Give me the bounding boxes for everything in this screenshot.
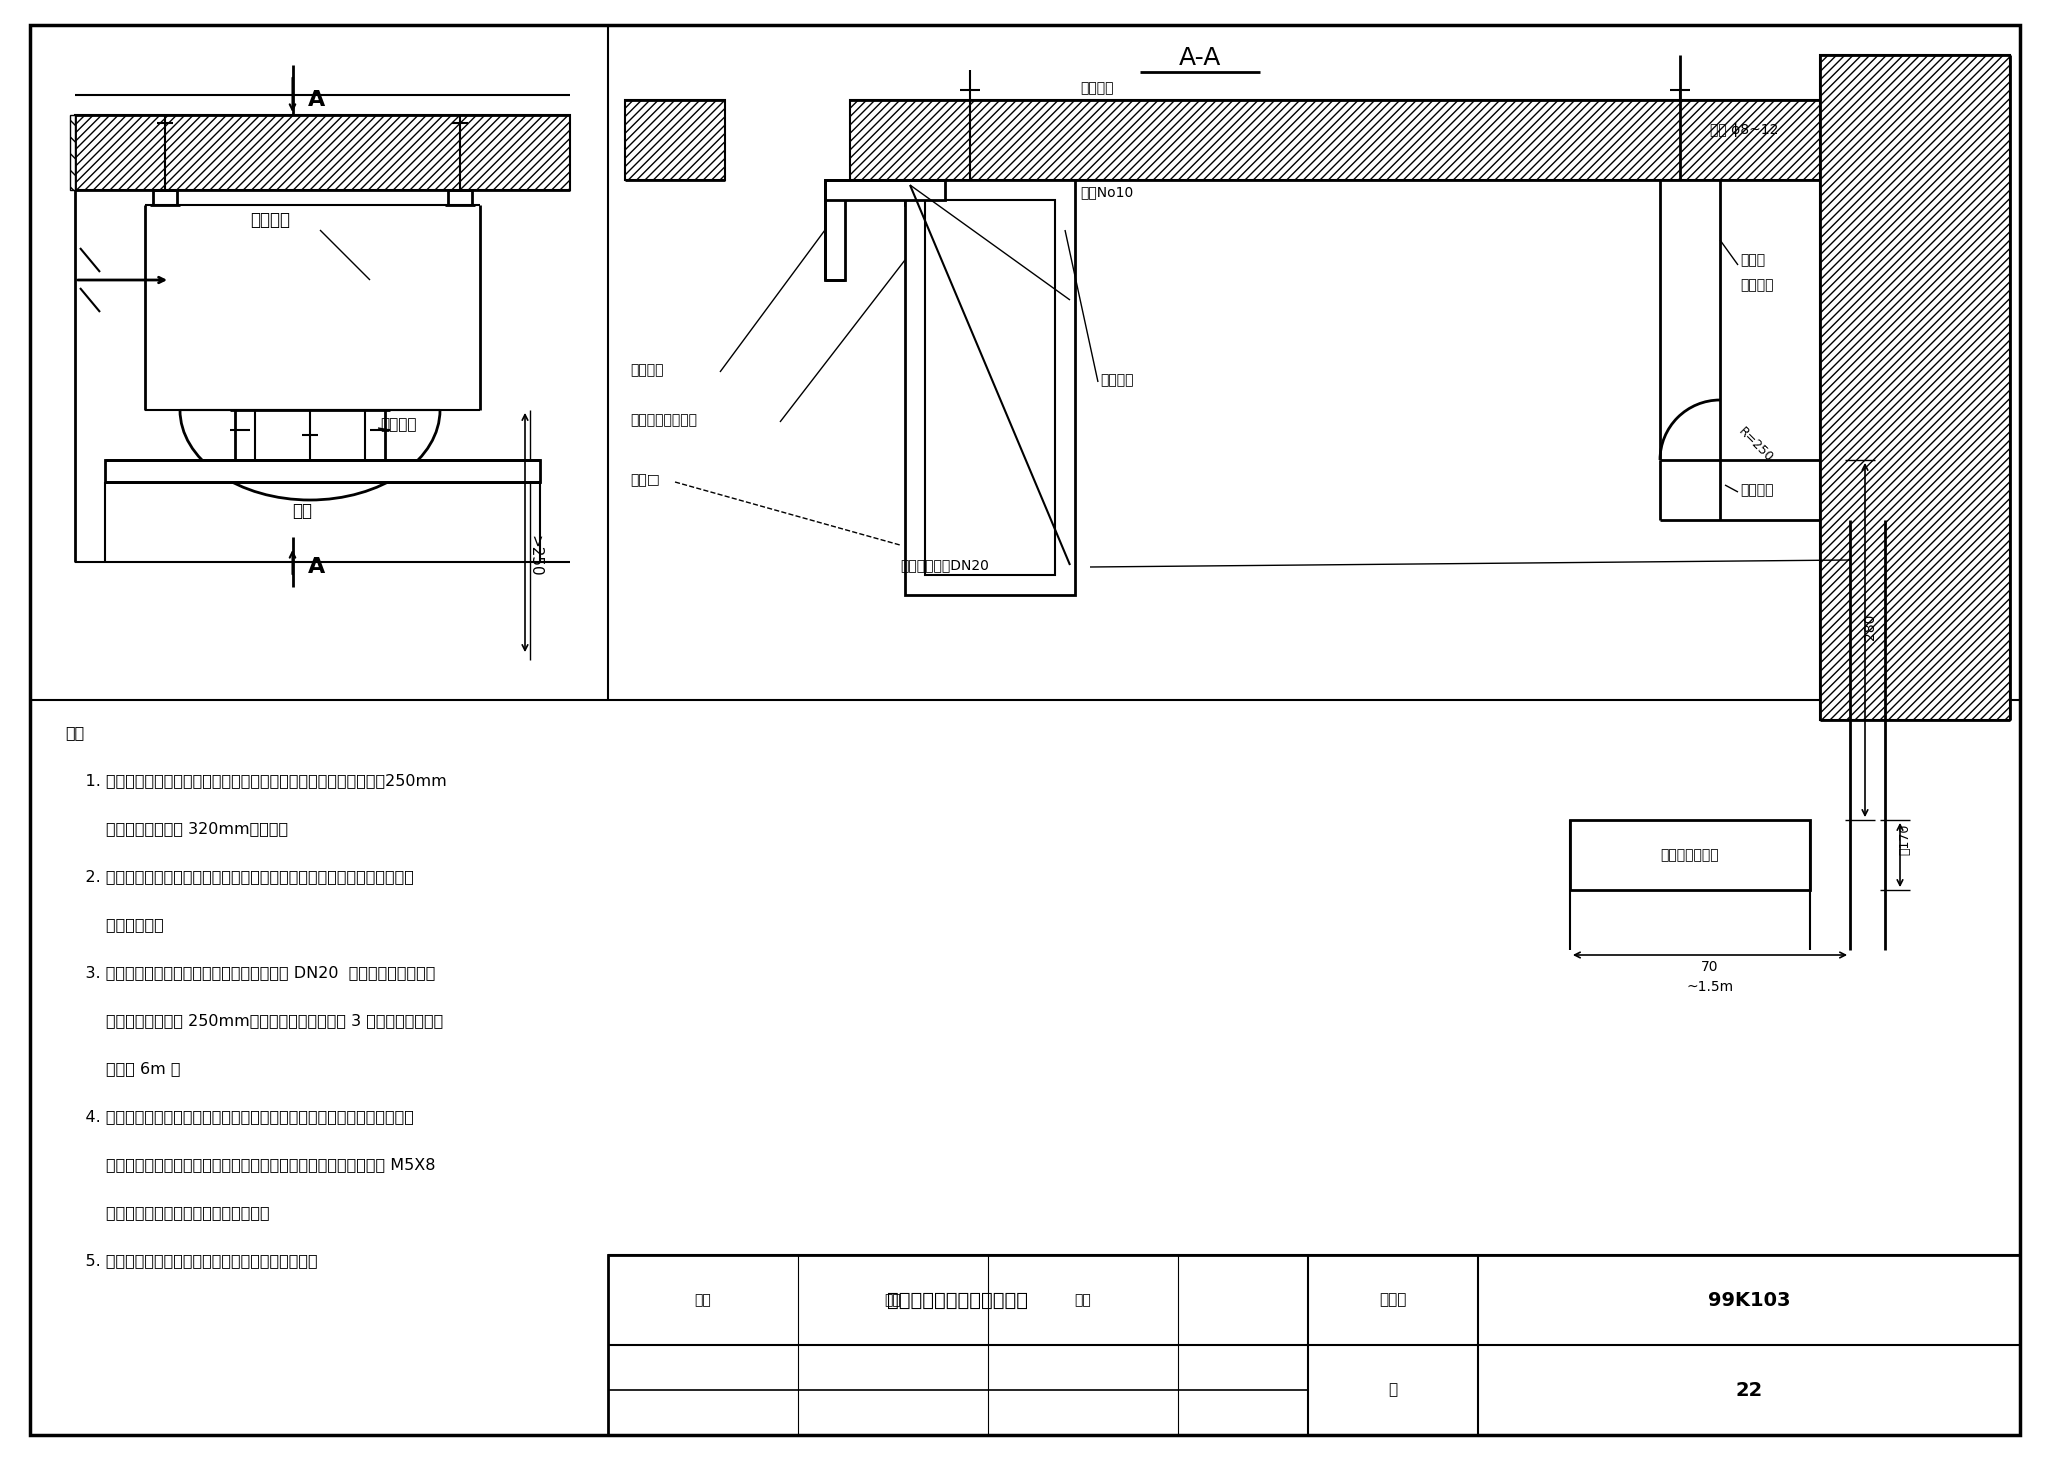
Text: A: A (307, 90, 326, 109)
Text: 审核: 审核 (694, 1292, 711, 1307)
Text: 排烟风管: 排烟风管 (250, 211, 291, 229)
Text: 远距离控制装置: 远距离控制装置 (1661, 848, 1720, 863)
Text: 密封垫: 密封垫 (1741, 254, 1765, 267)
Text: 1. 排烟口在吊顶安装时，排烟管道安装底标高距吊顶面的尺寸应大于250mm: 1. 排烟口在吊顶安装时，排烟管道安装底标高距吊顶面的尺寸应大于250mm (66, 774, 446, 788)
Bar (905, 181, 1075, 594)
Text: 4. 排烟口的安装，首先将排烟口安装用的内法兰安装在短管内，定好位后用: 4. 排烟口的安装，首先将排烟口安装用的内法兰安装在短管内，定好位后用 (66, 1109, 414, 1123)
Bar (608, 1254, 2019, 1435)
Text: 不大于 6m 。: 不大于 6m 。 (66, 1061, 180, 1077)
Text: 吊顶: 吊顶 (293, 503, 313, 520)
Bar (905, 181, 1034, 205)
Text: 排烟口在吊顶上安装示意图: 排烟口在吊顶上安装示意图 (887, 1291, 1028, 1310)
Text: 胀锚螺栓: 胀锚螺栓 (1079, 82, 1114, 95)
Bar (104, 460, 541, 482)
Text: 安装排烟口内法兰: 安装排烟口内法兰 (631, 412, 696, 427)
Text: 70: 70 (1702, 960, 1718, 973)
Text: 3. 排烟口操作装置的电气接线及控制缆绳采用 DN20  套管，控制缆绳套管: 3. 排烟口操作装置的电气接线及控制缆绳采用 DN20 套管，控制缆绳套管 (66, 965, 436, 981)
Text: 设计: 设计 (1075, 1292, 1092, 1307)
Text: A-A: A-A (1180, 47, 1221, 70)
Text: ~1.5m: ~1.5m (1686, 981, 1733, 994)
Text: 槽钢No10: 槽钢No10 (1079, 185, 1133, 200)
Text: 图集号: 图集号 (1378, 1292, 1407, 1307)
Text: R=250: R=250 (1735, 425, 1776, 465)
Text: 铆钉固定，然后将排烟口装入短管内，用螺栓和螺帽固定，也可用 M5X8: 铆钉固定，然后将排烟口装入短管内，用螺栓和螺帽固定，也可用 M5X8 (66, 1157, 436, 1171)
Text: 固定螺栓: 固定螺栓 (381, 418, 416, 433)
Text: 金属保护套管DN20: 金属保护套管DN20 (899, 558, 989, 573)
Text: A: A (307, 557, 326, 577)
Text: （多叶排烟口大于 320mm）以上。: （多叶排烟口大于 320mm）以上。 (66, 820, 289, 836)
Text: 280: 280 (1864, 613, 1878, 640)
Text: 钢丝绳管: 钢丝绳管 (1741, 278, 1774, 291)
Bar (850, 101, 1821, 181)
Text: 用吊杆固定。: 用吊杆固定。 (66, 916, 164, 932)
Text: 22: 22 (1735, 1380, 1763, 1400)
Text: 页: 页 (1389, 1383, 1397, 1397)
Text: 5. 安装完毕，检验排烟口机构性能控制应灵活可靠。: 5. 安装完毕，检验排烟口机构性能控制应灵活可靠。 (66, 1253, 317, 1268)
Text: 固定螺栓: 固定螺栓 (1100, 373, 1133, 388)
Text: 角钢吊架: 角钢吊架 (631, 363, 664, 377)
Bar (70, 115, 76, 189)
Text: 99K103: 99K103 (1708, 1291, 1790, 1310)
Bar (926, 200, 1055, 576)
Bar (1821, 55, 2009, 720)
Text: 注：: 注： (66, 726, 84, 740)
Text: 吊杆 ϕ8~12: 吊杆 ϕ8~12 (1710, 122, 1778, 137)
Text: 校对: 校对 (885, 1292, 901, 1307)
Text: 2. 排烟口贴吊顶表面安装时，为了防止下垂，排烟管道与排烟口短管联接处: 2. 排烟口贴吊顶表面安装时，为了防止下垂，排烟管道与排烟口短管联接处 (66, 868, 414, 884)
Bar (825, 181, 944, 200)
Text: 排烟□: 排烟□ (631, 474, 659, 487)
Text: >250: >250 (528, 535, 543, 577)
Bar (1571, 820, 1810, 890)
Bar (625, 101, 725, 181)
Text: 排烟短管: 排烟短管 (1741, 484, 1774, 497)
Text: 宽170: 宽170 (1898, 823, 1911, 855)
Text: 自攻螺丝把排烟口外框固定在短管上。: 自攻螺丝把排烟口外框固定在短管上。 (66, 1205, 270, 1220)
Text: 的弯曲半径不小于 250mm，弯曲数量一般不多于 3 处，缆绳长度一般: 的弯曲半径不小于 250mm，弯曲数量一般不多于 3 处，缆绳长度一般 (66, 1013, 442, 1029)
Bar (76, 115, 569, 189)
Bar (825, 181, 846, 280)
